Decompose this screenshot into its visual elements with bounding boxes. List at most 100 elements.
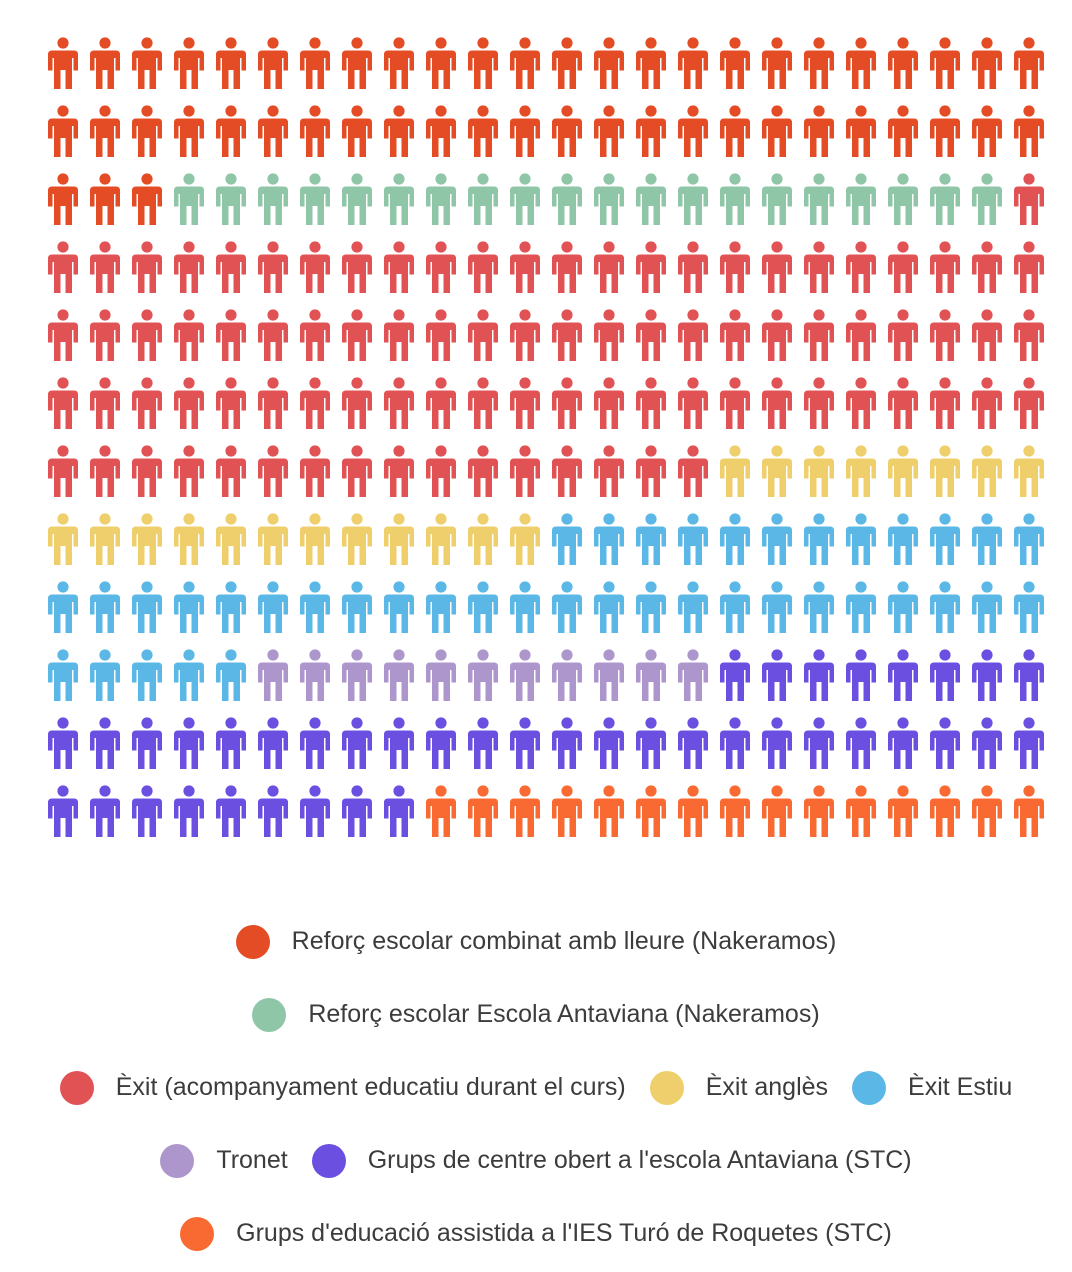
person-icon — [720, 37, 750, 89]
person-icon — [300, 309, 330, 361]
person-icon — [972, 241, 1002, 293]
legend-label: Tronet — [216, 1146, 288, 1174]
person-icon — [468, 649, 498, 701]
person-icon — [552, 513, 582, 565]
person-icon — [930, 581, 960, 633]
person-icon — [552, 173, 582, 225]
person-icon — [888, 309, 918, 361]
person-icon — [846, 717, 876, 769]
person-icon — [132, 581, 162, 633]
person-icon — [90, 513, 120, 565]
person-icon — [132, 445, 162, 497]
person-icon — [594, 173, 624, 225]
legend-label: Reforç escolar Escola Antaviana (Nakeram… — [308, 1000, 820, 1028]
person-icon — [762, 37, 792, 89]
person-icon — [594, 649, 624, 701]
person-icon — [258, 581, 288, 633]
person-icon — [762, 717, 792, 769]
person-icon — [90, 649, 120, 701]
person-icon — [258, 241, 288, 293]
person-icon — [342, 173, 372, 225]
person-icon — [846, 445, 876, 497]
person-icon — [888, 173, 918, 225]
person-icon — [930, 377, 960, 429]
person-icon — [426, 37, 456, 89]
person-icon — [972, 445, 1002, 497]
person-icon — [300, 513, 330, 565]
person-icon — [258, 309, 288, 361]
person-icon — [342, 785, 372, 837]
person-icon — [804, 309, 834, 361]
person-icon — [762, 513, 792, 565]
person-icon — [216, 37, 246, 89]
person-icon — [720, 445, 750, 497]
person-icon — [300, 241, 330, 293]
person-icon — [258, 37, 288, 89]
person-icon — [804, 241, 834, 293]
legend-swatch — [311, 1143, 346, 1178]
person-icon — [804, 105, 834, 157]
person-icon — [48, 717, 78, 769]
legend-row: Reforç escolar Escola Antaviana (Nakeram… — [0, 978, 1072, 1051]
person-icon — [426, 241, 456, 293]
person-icon — [174, 717, 204, 769]
legend-label: Èxit Estiu — [908, 1073, 1013, 1101]
person-icon — [636, 105, 666, 157]
person-icon — [552, 241, 582, 293]
person-icon — [804, 785, 834, 837]
person-icon — [426, 377, 456, 429]
person-icon — [930, 309, 960, 361]
person-icon — [930, 513, 960, 565]
person-icon — [48, 445, 78, 497]
person-icon — [468, 581, 498, 633]
legend-item: Èxit (acompanyament educatiu durant el c… — [59, 1070, 626, 1105]
person-icon — [552, 377, 582, 429]
person-icon — [1014, 717, 1044, 769]
person-icon — [174, 649, 204, 701]
person-icon — [384, 105, 414, 157]
legend-swatch — [235, 924, 270, 959]
person-icon — [1014, 377, 1044, 429]
person-icon — [552, 309, 582, 361]
legend-item: Grups de centre obert a l'escola Antavia… — [311, 1143, 912, 1178]
person-icon — [384, 241, 414, 293]
person-icon — [174, 309, 204, 361]
person-icon — [888, 377, 918, 429]
legend-row: Tronet Grups de centre obert a l'escola A… — [0, 1124, 1072, 1197]
person-icon — [174, 581, 204, 633]
person-icon — [678, 445, 708, 497]
person-icon — [846, 785, 876, 837]
person-icon — [930, 37, 960, 89]
person-icon — [804, 581, 834, 633]
person-icon — [846, 513, 876, 565]
person-icon — [888, 649, 918, 701]
person-icon — [90, 105, 120, 157]
person-icon — [552, 649, 582, 701]
person-icon — [1014, 37, 1044, 89]
person-icon — [426, 513, 456, 565]
legend-swatch — [852, 1070, 887, 1105]
person-icon — [510, 513, 540, 565]
person-icon — [216, 241, 246, 293]
person-icon — [90, 785, 120, 837]
person-icon — [48, 581, 78, 633]
legend-item: Èxit Estiu — [852, 1070, 1013, 1105]
person-icon — [972, 513, 1002, 565]
person-icon — [132, 377, 162, 429]
person-icon — [594, 37, 624, 89]
person-icon — [510, 581, 540, 633]
person-icon — [510, 105, 540, 157]
person-icon — [48, 241, 78, 293]
person-icon — [300, 785, 330, 837]
person-icon — [174, 105, 204, 157]
person-icon — [132, 309, 162, 361]
person-icon — [678, 377, 708, 429]
person-icon — [636, 649, 666, 701]
person-icon — [510, 173, 540, 225]
person-icon — [888, 241, 918, 293]
person-icon — [342, 241, 372, 293]
person-icon — [804, 717, 834, 769]
person-icon — [804, 445, 834, 497]
person-icon — [510, 241, 540, 293]
person-icon — [720, 105, 750, 157]
